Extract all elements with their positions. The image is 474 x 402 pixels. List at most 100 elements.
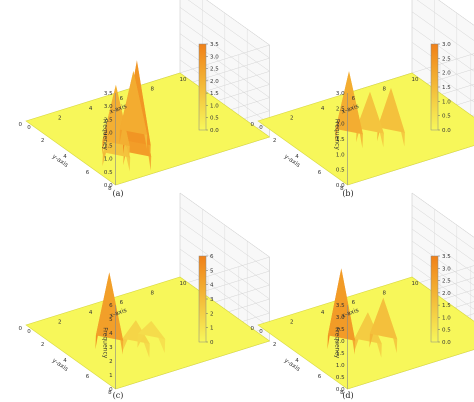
x-tick-label: 2 bbox=[290, 115, 294, 121]
z-tick-label: 0.5 bbox=[336, 375, 345, 381]
z-tick-label: 3.5 bbox=[336, 303, 345, 309]
colorbar-tick-label: 0.0 bbox=[442, 128, 451, 134]
z-tick-label: 0.0 bbox=[336, 183, 345, 189]
z-tick-label: 1.5 bbox=[336, 137, 345, 143]
z-tick-label: 1 bbox=[109, 373, 113, 379]
x-tick-label: 10 bbox=[412, 77, 419, 83]
colorbar-tick-label: 2.5 bbox=[210, 67, 219, 73]
peak-right-facet bbox=[369, 297, 398, 340]
z-tick-label: 6 bbox=[109, 303, 113, 309]
y-tick-label: 0 bbox=[19, 122, 23, 128]
colorbar-tick-label: 2.0 bbox=[442, 71, 451, 77]
colorbar-tick-label: 3.0 bbox=[210, 54, 219, 60]
y-tick-label: 6 bbox=[86, 170, 90, 176]
z-tick-label: 3.5 bbox=[104, 91, 113, 97]
colorbar-tick-label: 0.0 bbox=[210, 128, 219, 134]
colorbar-tick-label: 4 bbox=[210, 283, 214, 289]
x-tick-label: 6 bbox=[352, 96, 356, 102]
chart-panel-4: 0.0 0.5 1.0 1.5 2.0 2.5 3.0 3.5 Frequency 0 2 4 6 8 10… bbox=[251, 192, 474, 400]
z-tick-label: 1.5 bbox=[336, 351, 345, 357]
peak-right-facet bbox=[137, 321, 166, 340]
panel-caption: (d) bbox=[342, 391, 353, 400]
z-axis-label: Frequency bbox=[102, 119, 109, 150]
x-tick-label: 8 bbox=[150, 87, 154, 93]
y-tick-label: 6 bbox=[318, 374, 322, 380]
y-tick-label: 4 bbox=[63, 154, 67, 160]
peak-right-facet bbox=[119, 70, 148, 135]
x-tick-label: 0 bbox=[27, 125, 31, 131]
chart-panel-1: 0.0 0.5 1.0 1.5 2.0 2.5 3.0 3.5 Frequency 0 2 4 6 8 10… bbox=[19, 0, 271, 198]
x-tick-label: 6 bbox=[352, 300, 356, 306]
colorbar-tick-label: 2.0 bbox=[442, 291, 451, 297]
colorbar-tick-label: 1.5 bbox=[210, 91, 219, 97]
z-tick-label: 2 bbox=[109, 359, 113, 365]
z-tick-label: 4 bbox=[109, 331, 113, 337]
y-tick-label: 0 bbox=[251, 326, 255, 332]
colorbar-tick-label: 2.5 bbox=[442, 279, 451, 285]
x-tick-label: 10 bbox=[412, 281, 419, 287]
colorbar bbox=[430, 255, 439, 343]
z-axis-label: Frequency bbox=[334, 327, 341, 358]
y-tick-label: 4 bbox=[295, 358, 299, 364]
peak-right-facet bbox=[102, 84, 130, 147]
colorbar-tick-label: 1.5 bbox=[442, 303, 451, 309]
colorbar-tick-label: 1.5 bbox=[442, 85, 451, 91]
y-tick-label: 2 bbox=[273, 342, 277, 348]
peak-right-facet bbox=[95, 272, 124, 341]
x-tick-label: 0 bbox=[259, 329, 263, 335]
colorbar bbox=[198, 255, 207, 343]
z-tick-label: 3.0 bbox=[336, 91, 345, 97]
peak-right-facet bbox=[122, 320, 150, 344]
colorbar-tick-label: 1.0 bbox=[442, 315, 451, 321]
panel-caption: (b) bbox=[342, 189, 353, 198]
peak-right-facet bbox=[335, 71, 363, 135]
x-tick-label: 8 bbox=[382, 87, 386, 93]
colorbar-tick-label: 1 bbox=[210, 326, 214, 332]
x-tick-label: 2 bbox=[58, 115, 62, 121]
colorbar-tick-label: 5 bbox=[210, 268, 214, 274]
y-tick-label: 4 bbox=[63, 358, 67, 364]
colorbar-tick-label: 3.0 bbox=[442, 42, 451, 48]
peak-right-facet bbox=[354, 312, 382, 344]
z-tick-label: 1.0 bbox=[336, 363, 345, 369]
x-tick-label: 2 bbox=[58, 319, 62, 325]
colorbar-tick-label: 2 bbox=[210, 311, 214, 317]
x-tick-label: 8 bbox=[382, 291, 386, 297]
z-tick-label: 0 bbox=[109, 387, 113, 393]
y-tick-label: 4 bbox=[295, 154, 299, 160]
z-axis-label: Frequency bbox=[102, 327, 109, 358]
x-tick-label: 6 bbox=[120, 300, 124, 306]
colorbar-tick-label: 2.5 bbox=[442, 56, 451, 62]
z-tick-label: 0.5 bbox=[104, 170, 113, 176]
x-tick-label: 8 bbox=[150, 291, 154, 297]
colorbar-tick-label: 3.5 bbox=[210, 42, 219, 48]
y-tick-label: 2 bbox=[273, 138, 277, 144]
x-tick-label: 0 bbox=[27, 329, 31, 335]
z-tick-label: 1.0 bbox=[336, 152, 345, 158]
x-tick-label: 0 bbox=[259, 125, 263, 131]
z-tick-label: 2.5 bbox=[336, 106, 345, 112]
z-tick-label: 1.5 bbox=[104, 144, 113, 150]
x-tick-label: 4 bbox=[321, 310, 325, 316]
colorbar-tick-label: 0.0 bbox=[442, 340, 451, 346]
colorbar-tick-label: 0.5 bbox=[442, 328, 451, 334]
y-tick-label: 6 bbox=[86, 374, 90, 380]
colorbar-tick-label: 3 bbox=[210, 297, 214, 303]
x-tick-label: 4 bbox=[89, 106, 93, 112]
z-tick-label: 2.5 bbox=[336, 327, 345, 333]
colorbar-tick-label: 0.5 bbox=[210, 116, 219, 122]
z-tick-label: 0.5 bbox=[336, 168, 345, 174]
colorbar-tick-label: 0.5 bbox=[442, 114, 451, 120]
colorbar-tick-label: 3.5 bbox=[442, 254, 451, 260]
colorbar-tick-label: 0 bbox=[210, 340, 214, 346]
z-tick-label: 1.0 bbox=[104, 157, 113, 163]
z-tick-label: 0.0 bbox=[104, 183, 113, 189]
peak-right-facet bbox=[327, 268, 356, 341]
z-tick-label: 0.0 bbox=[336, 387, 345, 393]
y-tick-label: 6 bbox=[318, 170, 322, 176]
x-tick-label: 10 bbox=[180, 77, 187, 83]
x-tick-label: 2 bbox=[290, 319, 294, 325]
chart-panel-3: 0123456Frequency0246810x-axis02468y-axis… bbox=[19, 192, 271, 400]
peak-right-facet bbox=[356, 91, 384, 134]
